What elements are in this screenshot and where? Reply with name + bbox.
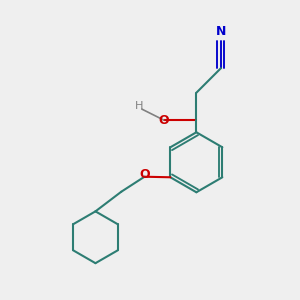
Text: O: O [139,167,150,181]
Text: N: N [216,25,226,38]
Text: H: H [135,101,143,111]
Text: O: O [158,113,169,127]
